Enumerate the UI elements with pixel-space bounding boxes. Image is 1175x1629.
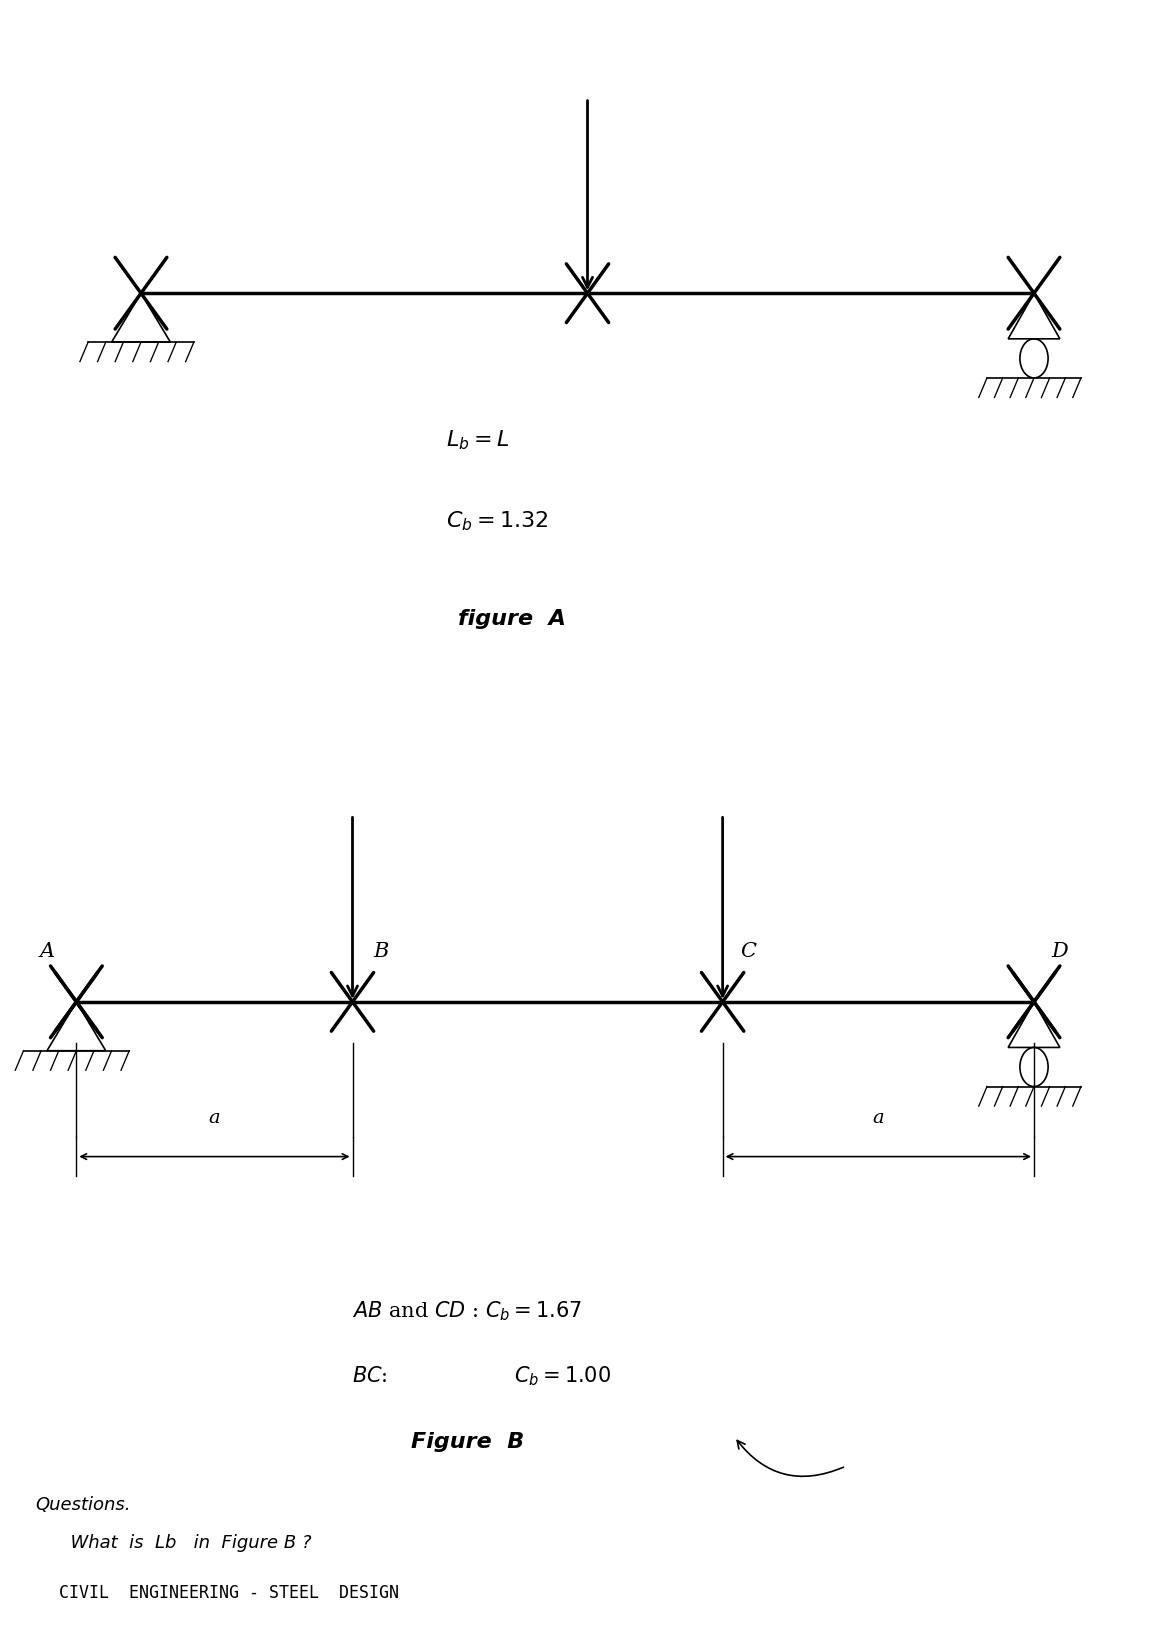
Text: A: A [40, 942, 54, 961]
Text: Figure  B: Figure B [411, 1432, 524, 1451]
Text: $L_b = L$: $L_b = L$ [446, 428, 510, 451]
Text: B: B [374, 942, 389, 961]
Text: figure  A: figure A [458, 609, 566, 629]
Text: $\mathit{BC}$:                   $C_b = 1.00$: $\mathit{BC}$: $C_b = 1.00$ [352, 1365, 612, 1388]
Text: What  is  Lb   in  Figure B ?: What is Lb in Figure B ? [59, 1533, 311, 1552]
Text: D: D [1052, 942, 1068, 961]
Text: Questions.: Questions. [35, 1495, 130, 1515]
Text: C: C [740, 942, 757, 961]
Text: $\mathit{AB}$ and $\mathit{CD}$ : $C_b = 1.67$: $\mathit{AB}$ and $\mathit{CD}$ : $C_b =… [352, 1300, 583, 1323]
Text: $C_b = 1.32$: $C_b = 1.32$ [446, 510, 549, 533]
Text: CIVIL  ENGINEERING - STEEL  DESIGN: CIVIL ENGINEERING - STEEL DESIGN [59, 1583, 398, 1603]
Text: a: a [209, 1109, 220, 1127]
FancyArrowPatch shape [737, 1440, 844, 1476]
Text: a: a [873, 1109, 884, 1127]
